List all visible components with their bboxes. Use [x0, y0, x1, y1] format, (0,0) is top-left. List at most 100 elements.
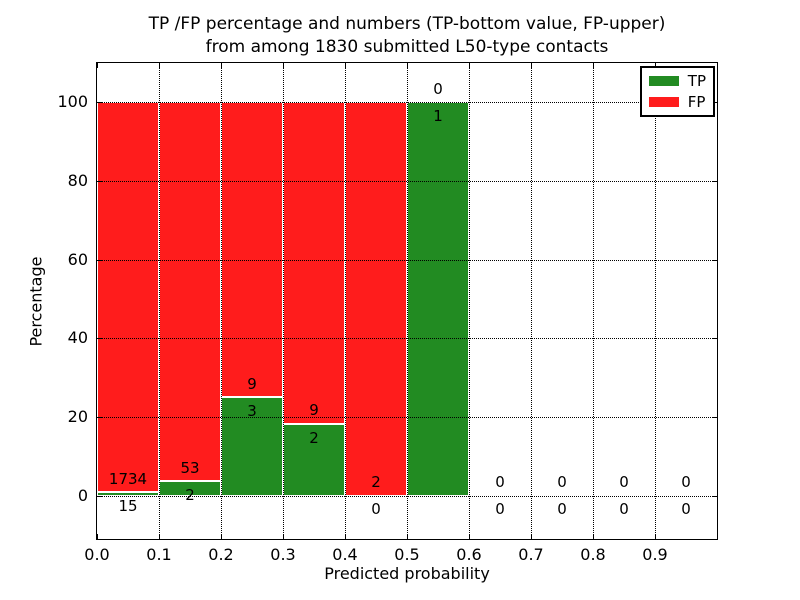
- fp-count-label: 9: [309, 401, 319, 420]
- vertical-gridline: [345, 63, 346, 539]
- x-tick-label: 0.9: [642, 545, 668, 564]
- y-tick-mark: [97, 102, 102, 104]
- y-tick-label: 80: [67, 171, 88, 191]
- bars-layer: [97, 63, 717, 539]
- tp-count-label: 0: [371, 500, 381, 519]
- x-tick-label: 0.5: [394, 545, 420, 564]
- horizontal-gridline: [97, 495, 717, 497]
- vertical-gridline: [531, 63, 532, 539]
- vertical-gridline: [469, 63, 470, 539]
- fp-legend-label: FP: [687, 93, 706, 111]
- tp-count-label: 3: [247, 402, 257, 421]
- fp-count-label: 0: [619, 472, 629, 491]
- x-tick-mark: [221, 63, 222, 68]
- chart-title-line1: TP /FP percentage and numbers (TP-bottom…: [148, 14, 666, 34]
- x-tick-mark: [407, 63, 408, 68]
- horizontal-gridline: [97, 181, 717, 183]
- x-tick-mark: [159, 63, 160, 68]
- y-tick-label: 0: [77, 485, 88, 505]
- plot-area: 1734 15 53 2 9 3 9 2 2 0 0 1 0 0 0 0 0 0 0 0 TP FP: [96, 62, 718, 540]
- y-tick-label: 40: [67, 328, 88, 348]
- legend-item-fp: FP: [648, 93, 706, 111]
- x-tick-mark: [97, 63, 98, 68]
- horizontal-gridline: [97, 417, 717, 419]
- vertical-gridline: [159, 63, 160, 539]
- vertical-gridline: [221, 63, 222, 539]
- x-tick-mark: [97, 534, 98, 539]
- vertical-gridline: [655, 63, 656, 539]
- tp-count-label: 2: [309, 428, 319, 447]
- fp-count-label: 0: [495, 472, 505, 491]
- tp-legend-label: TP: [687, 72, 706, 90]
- fp-bar: [97, 102, 159, 493]
- tp-count-label: 0: [557, 500, 567, 519]
- bar-labels-layer: 1734 15 53 2 9 3 9 2 2 0 0 1 0 0 0 0 0 0 0 0: [97, 63, 717, 539]
- x-tick-mark: [655, 534, 656, 539]
- fp-legend-swatch: [648, 97, 679, 107]
- x-tick-label: 0.2: [208, 545, 234, 564]
- x-axis-label: Predicted probability: [324, 564, 490, 583]
- y-axis-label: Percentage: [26, 256, 46, 347]
- fp-bar: [159, 102, 221, 482]
- ticks-layer: [97, 63, 717, 539]
- y-tick-mark: [712, 259, 717, 261]
- x-tick-label: 0.7: [518, 545, 544, 564]
- legend: TP FP: [639, 66, 715, 117]
- x-tick-mark: [345, 534, 346, 539]
- x-tick-mark: [345, 63, 346, 68]
- horizontal-gridline: [97, 102, 717, 104]
- vertical-gridline: [407, 63, 408, 539]
- horizontal-gridline: [97, 259, 717, 261]
- fp-count-label: 0: [681, 472, 691, 491]
- x-tick-mark: [593, 534, 594, 539]
- vertical-gridline: [283, 63, 284, 539]
- y-tick-label: 60: [67, 249, 88, 269]
- x-tick-label: 0.8: [580, 545, 606, 564]
- tp-count-label: 0: [681, 500, 691, 519]
- y-tick-mark: [712, 495, 717, 497]
- x-tick-mark: [531, 534, 532, 539]
- tp-bar: [97, 492, 159, 496]
- y-tick-mark: [97, 495, 102, 497]
- y-tick-mark: [712, 338, 717, 340]
- y-tick-label: 100: [57, 92, 88, 112]
- y-tick-mark: [712, 181, 717, 183]
- chart-title: TP /FP percentage and numbers (TP-bottom…: [96, 13, 718, 59]
- fp-bar: [345, 102, 407, 496]
- tp-count-label: 15: [118, 497, 138, 516]
- x-tick-mark: [593, 63, 594, 68]
- x-tick-label: 0.0: [84, 545, 110, 564]
- tp-count-label: 0: [495, 500, 505, 519]
- legend-item-tp: TP: [648, 72, 706, 90]
- x-tick-label: 0.6: [456, 545, 482, 564]
- tp-bar: [283, 424, 345, 496]
- y-tick-mark: [712, 417, 717, 419]
- y-tick-mark: [97, 181, 102, 183]
- tp-count-label: 0: [619, 500, 629, 519]
- x-tick-label: 0.4: [332, 545, 358, 564]
- fp-count-label: 0: [433, 79, 443, 98]
- y-tick-mark: [97, 259, 102, 261]
- x-tick-mark: [221, 534, 222, 539]
- x-tick-mark: [531, 63, 532, 68]
- grid-layer: [97, 63, 717, 539]
- fp-count-label: 0: [557, 472, 567, 491]
- x-tick-mark: [283, 63, 284, 68]
- x-tick-mark: [469, 63, 470, 68]
- fp-count-label: 2: [371, 472, 381, 491]
- x-tick-mark: [469, 534, 470, 539]
- x-tick-label: 0.3: [270, 545, 296, 564]
- fp-count-label: 1734: [108, 469, 148, 488]
- fp-count-label: 9: [247, 374, 257, 393]
- tp-count-label: 1: [433, 107, 443, 126]
- x-tick-mark: [655, 63, 656, 68]
- vertical-gridline: [593, 63, 594, 539]
- tp-count-label: 2: [185, 486, 195, 505]
- x-tick-mark: [283, 534, 284, 539]
- horizontal-gridline: [97, 338, 717, 340]
- chart-title-line2: from among 1830 submitted L50-type conta…: [205, 37, 609, 57]
- tp-legend-swatch: [648, 76, 679, 86]
- y-tick-mark: [97, 417, 102, 419]
- x-tick-mark: [407, 534, 408, 539]
